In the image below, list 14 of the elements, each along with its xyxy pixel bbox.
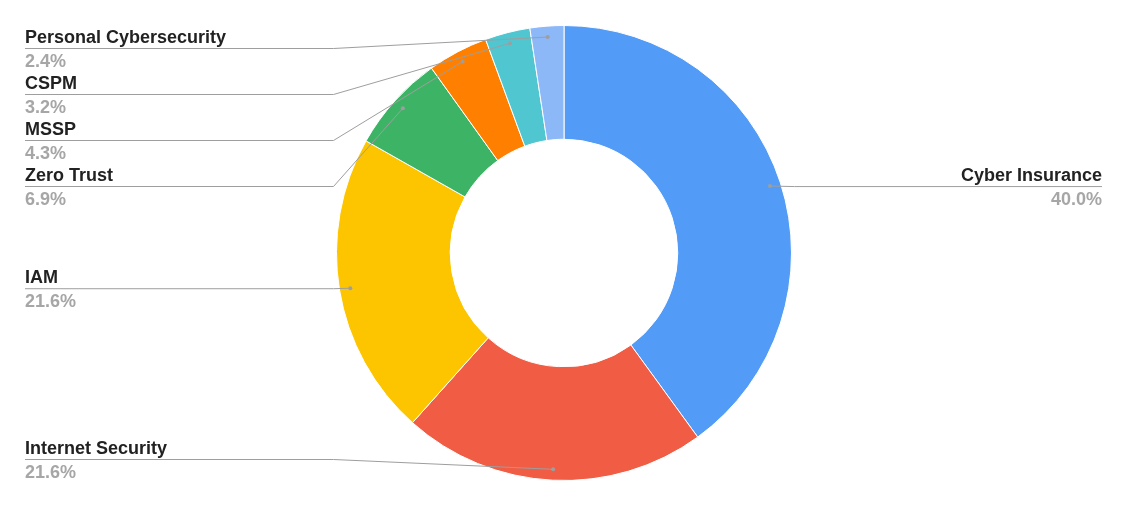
slice-label: IAM [25, 267, 58, 288]
slice-label: Personal Cybersecurity [25, 27, 227, 47]
slice-label: MSSP [25, 119, 77, 139]
slice-label: CSPM [25, 73, 78, 93]
data-label: 3.2% [25, 97, 67, 117]
slice-label: Internet Security [25, 438, 168, 458]
data-label: 40.0% [1050, 189, 1102, 210]
data-label: 6.9% [25, 189, 67, 209]
slice-label: Cyber Insurance [960, 165, 1102, 186]
slice-label: Zero Trust [25, 165, 114, 185]
data-label: 21.6% [25, 291, 77, 312]
data-label: 4.3% [25, 143, 67, 163]
data-label: 2.4% [25, 51, 67, 71]
data-label: 21.6% [25, 462, 77, 482]
